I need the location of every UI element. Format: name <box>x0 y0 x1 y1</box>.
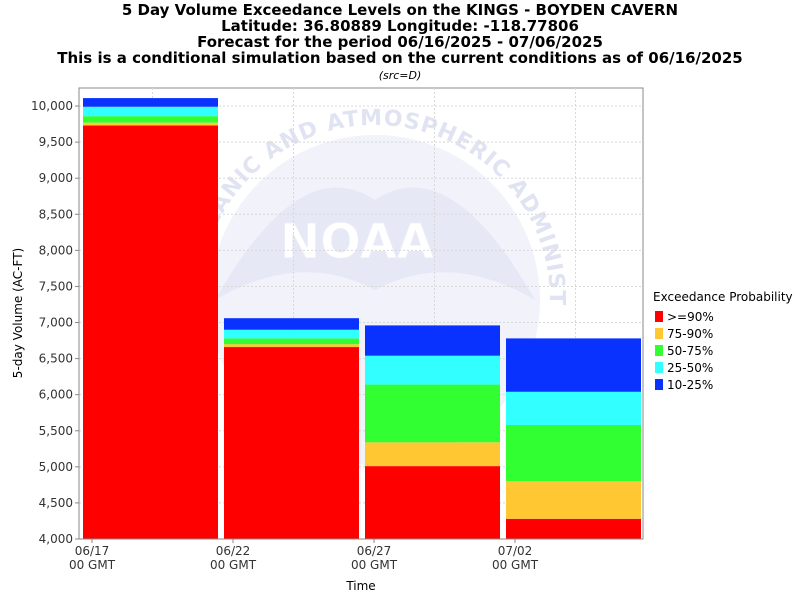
bars <box>83 98 641 540</box>
title-line-3: Forecast for the period 06/16/2025 - 07/… <box>197 33 603 51</box>
y-tick-label: 5,000 <box>39 460 73 474</box>
y-tick-label: 4,000 <box>39 532 73 546</box>
legend-label: 25-50% <box>667 361 713 375</box>
bar-segment <box>83 125 218 540</box>
x-tick-label: 06/17 <box>75 544 110 558</box>
y-tick-label: 4,500 <box>39 496 73 510</box>
legend-swatch <box>655 362 663 373</box>
bar-segment <box>224 329 359 339</box>
watermark-bird-icon <box>215 187 535 300</box>
bar-segment <box>224 338 359 345</box>
legend-label: 50-75% <box>667 344 713 358</box>
bar-segment <box>365 384 500 443</box>
x-tick-sublabel: 00 GMT <box>69 558 116 572</box>
legend: Exceedance Probability >=90% 75-90% 50-75%… <box>653 290 793 392</box>
y-tick-label: 7,500 <box>39 279 73 293</box>
x-tick-sublabel: 00 GMT <box>210 558 257 572</box>
x-tick-label: 07/02 <box>498 544 533 558</box>
y-tick-label: 10,000 <box>31 99 73 113</box>
chart-title: 5 Day Volume Exceedance Levels on the KI… <box>57 1 743 82</box>
watermark-logo-text: NOAA <box>280 214 434 270</box>
bar-segment <box>83 122 218 126</box>
bar-stack <box>224 318 359 539</box>
bar-segment <box>224 344 359 348</box>
bar-stack <box>506 338 641 539</box>
x-tick-sublabel: 00 GMT <box>492 558 539 572</box>
bar-segment <box>506 391 641 425</box>
legend-title: Exceedance Probability <box>653 290 793 304</box>
y-tick-label: 9,000 <box>39 171 73 185</box>
y-tick-label: 9,500 <box>39 135 73 149</box>
bar-segment <box>506 338 641 392</box>
legend-swatch <box>655 345 663 356</box>
bar-segment <box>365 442 500 467</box>
title-line-4: This is a conditional simulation based o… <box>57 49 743 67</box>
bar-segment <box>506 518 641 539</box>
x-tick-sublabel: 00 GMT <box>351 558 398 572</box>
x-axis-label: Time <box>345 579 375 593</box>
bar-segment <box>365 466 500 539</box>
y-tick-label: 8,000 <box>39 243 73 257</box>
y-axis: 4,000 4,500 5,000 5,500 6,000 6,500 7,000 7,500… <box>31 88 80 546</box>
bar-segment <box>83 106 218 117</box>
legend-swatch <box>655 311 663 322</box>
y-tick-label: 6,500 <box>39 352 73 366</box>
legend-label: 10-25% <box>667 378 713 392</box>
bar-segment <box>224 318 359 330</box>
bar-stack <box>83 98 218 540</box>
noaa-watermark: NOAA NATIONAL OCEANIC AND ATMOSPHERIC AD… <box>0 0 568 465</box>
title-line-1: 5 Day Volume Exceedance Levels on the KI… <box>122 1 678 19</box>
legend-label: 75-90% <box>667 327 713 341</box>
bar-segment <box>224 347 359 539</box>
y-axis-label: 5-day Volume (AC-FT) <box>11 248 25 378</box>
bar-segment <box>506 424 641 482</box>
title-line-2: Latitude: 36.80889 Longitude: -118.77806 <box>221 17 579 35</box>
y-tick-label: 5,500 <box>39 424 73 438</box>
y-tick-label: 7,000 <box>39 316 73 330</box>
bar-segment <box>365 355 500 385</box>
y-tick-label: 6,000 <box>39 388 73 402</box>
y-tick-label: 8,500 <box>39 207 73 221</box>
legend-swatch <box>655 379 663 390</box>
x-tick-label: 06/27 <box>357 544 392 558</box>
chart-subtitle: (src=D) <box>379 69 422 82</box>
bar-segment <box>83 116 218 123</box>
bar-segment <box>365 325 500 356</box>
legend-swatch <box>655 328 663 339</box>
bar-segment <box>506 481 641 519</box>
legend-label: >=90% <box>667 310 714 324</box>
bar-segment <box>83 98 218 107</box>
x-tick-label: 06/22 <box>216 544 251 558</box>
bar-stack <box>365 325 500 539</box>
